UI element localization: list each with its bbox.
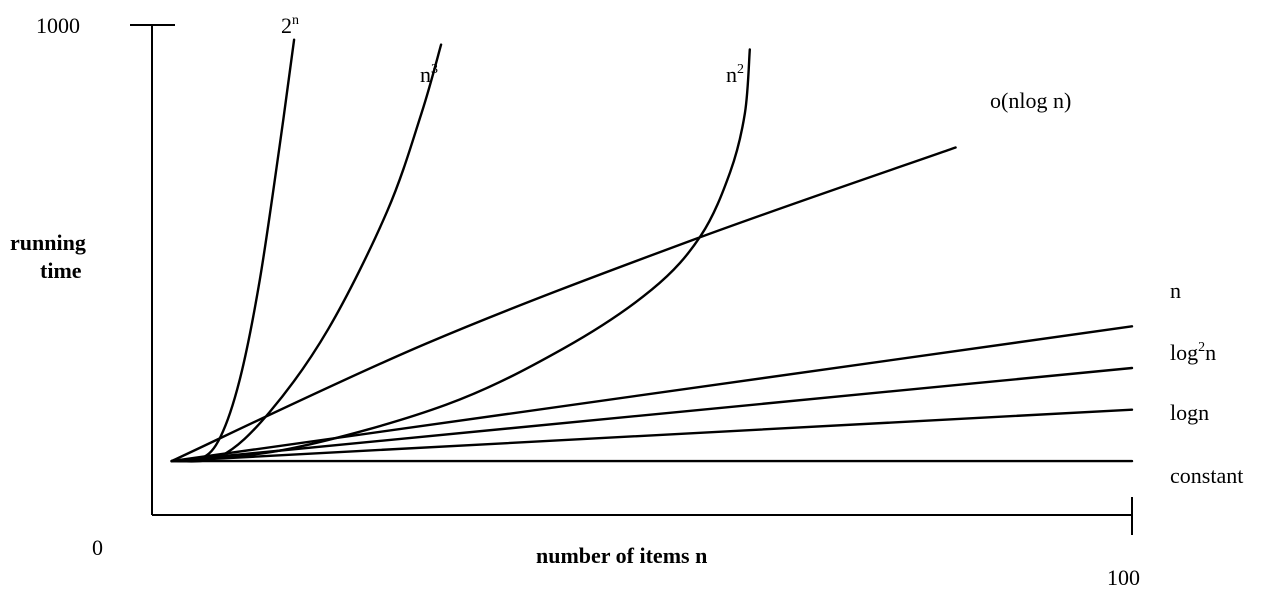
axes — [130, 24, 1133, 535]
series-label-linear: n — [1170, 278, 1181, 303]
series-label-constant: constant — [1170, 463, 1243, 488]
series-label-exp: 2n — [281, 13, 299, 38]
series-label-superscript: 2 — [1198, 340, 1205, 355]
series-label-log2: log2n — [1170, 340, 1216, 365]
series-label-base: n — [1170, 278, 1181, 303]
series-layer — [170, 38, 1134, 463]
y-axis-label-line-2: time — [40, 258, 82, 283]
y-axis-label-line-1: running — [10, 230, 86, 255]
series-line-log — [170, 408, 1134, 463]
x-tick-label-100: 100 — [1107, 565, 1140, 590]
series-line-quadratic — [170, 48, 751, 463]
series-label-base: n — [726, 62, 737, 87]
series-label-nlogn: o(nlog n) — [990, 88, 1071, 113]
series-line-exp — [170, 38, 296, 463]
series-label-base: n — [420, 62, 431, 87]
series-line-nlogn — [170, 146, 957, 463]
series-label-tail: n — [1205, 340, 1216, 365]
series-label-cubic: n3 — [420, 62, 438, 87]
series-line-linear — [170, 325, 1134, 463]
y-tick-label-1000: 1000 — [36, 13, 80, 38]
x-tick-label-0: 0 — [92, 535, 103, 560]
series-label-superscript: n — [292, 13, 299, 28]
series-label-base: 2 — [281, 13, 292, 38]
series-label-base: constant — [1170, 463, 1243, 488]
series-label-base: logn — [1170, 400, 1209, 425]
series-label-base: o(nlog n) — [990, 88, 1071, 113]
series-label-base: log — [1170, 340, 1198, 365]
series-line-log2 — [170, 366, 1134, 463]
series-label-superscript: 2 — [737, 62, 744, 77]
series-label-quadratic: n2 — [726, 62, 744, 87]
x-axis-label: number of items n — [536, 543, 707, 568]
series-label-superscript: 3 — [431, 62, 438, 77]
series-label-log: logn — [1170, 400, 1209, 425]
